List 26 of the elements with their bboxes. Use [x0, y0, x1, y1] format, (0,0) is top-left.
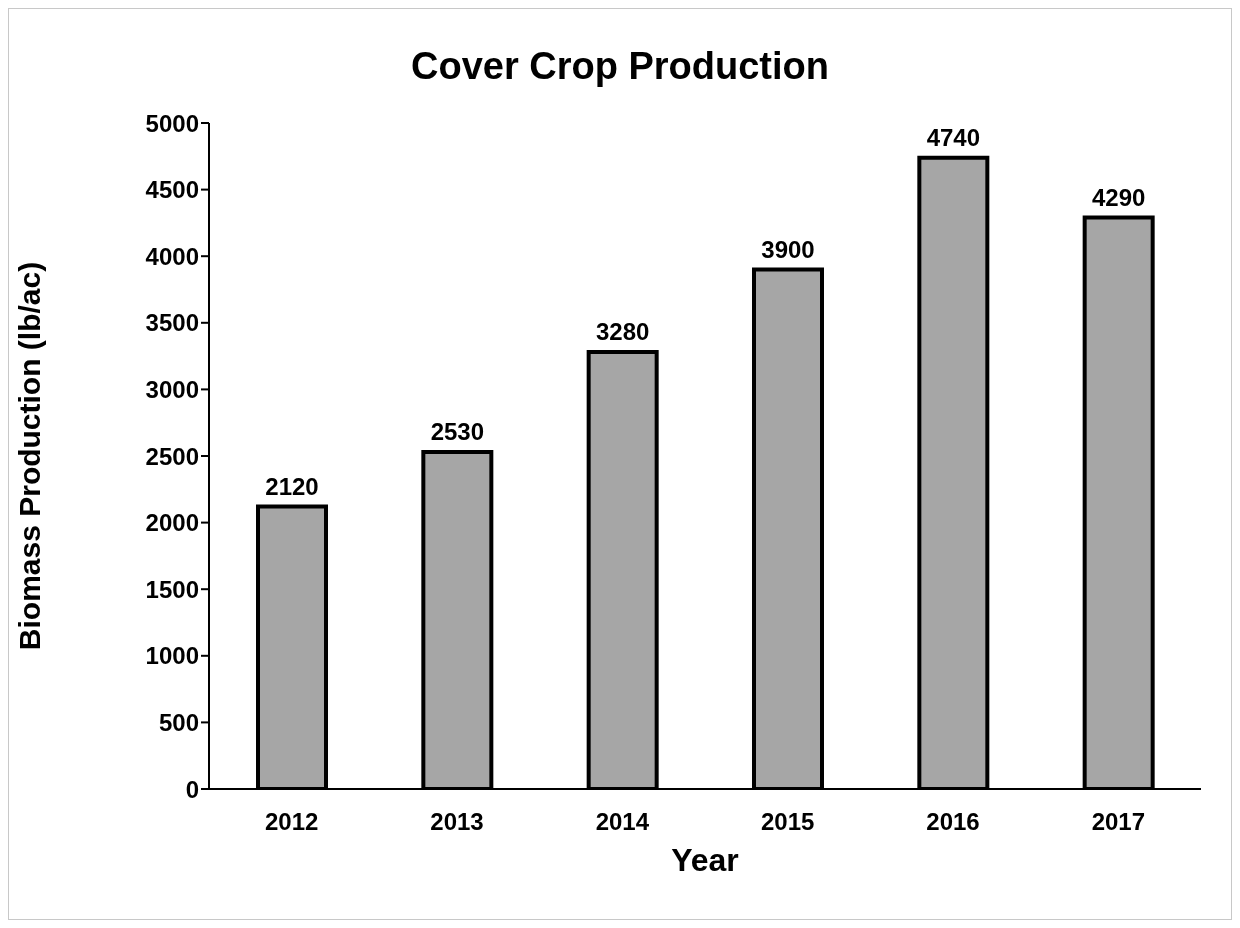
data-label: 3280 [595, 318, 650, 346]
x-axis-title: Year [671, 842, 739, 878]
data-label: 4740 [926, 123, 981, 151]
y-tick-label: 0 [185, 775, 199, 803]
y-axis-title: Biomass Production (lb/ac) [12, 261, 46, 651]
data-label: 4290 [1091, 183, 1146, 211]
y-tick-label: 4000 [145, 242, 199, 270]
chart-title: Cover Crop Production [410, 45, 830, 88]
y-tick-label: 1500 [145, 575, 199, 603]
data-label: 2120 [265, 472, 319, 500]
data-label: 2530 [430, 418, 485, 445]
y-tick-label: 5000 [145, 109, 199, 137]
x-tick-label: 2012 [264, 808, 319, 836]
y-tick-label: 2500 [145, 442, 199, 470]
x-tick-label: 2017 [1091, 808, 1146, 836]
x-tick-label: 2015 [760, 808, 815, 836]
data-label: 3900 [761, 235, 815, 263]
y-tick-label: 3500 [145, 309, 199, 337]
y-tick-label: 1000 [145, 642, 199, 670]
x-tick-label: 2016 [926, 808, 980, 836]
y-tick-label: 3000 [145, 375, 199, 403]
y-tick-label: 500 [158, 708, 199, 736]
x-tick-label: 2014 [595, 808, 650, 836]
y-tick-label: 4500 [145, 176, 199, 204]
y-tick-label: 2000 [145, 509, 199, 537]
x-tick-label: 2013 [430, 808, 484, 836]
